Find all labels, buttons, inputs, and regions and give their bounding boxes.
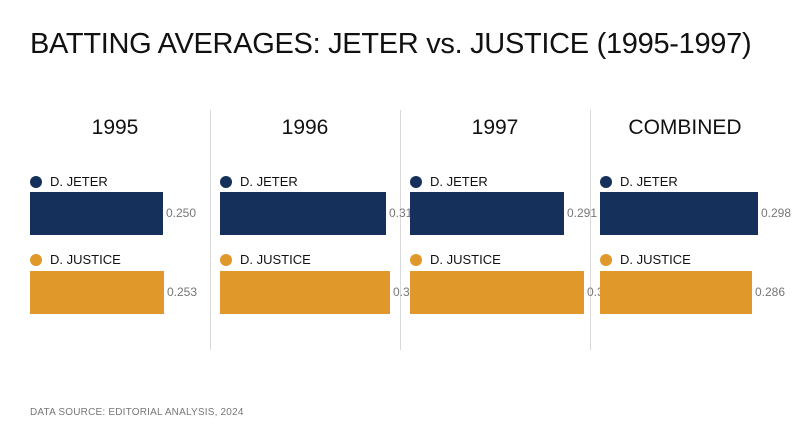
legend-label: D. JETER — [240, 174, 298, 189]
bar — [30, 271, 164, 314]
legend-entry: D. JETER — [30, 174, 108, 189]
legend-label: D. JUSTICE — [50, 252, 121, 267]
legend-dot-icon — [220, 175, 232, 188]
panel-1995: 1995 D. JETER 0.250 D. JUSTICE 0.253 — [30, 110, 220, 350]
legend-dot-icon — [220, 253, 232, 266]
data-label: 0.286 — [755, 285, 786, 299]
panel-title: COMBINED — [628, 116, 742, 139]
legend-label: D. JETER — [50, 174, 108, 189]
legend-entry: D. JUSTICE — [410, 252, 501, 267]
bar — [220, 192, 386, 235]
legend-dot-icon — [600, 253, 612, 266]
data-source-note: DATA SOURCE: EDITORIAL ANALYSIS, 2024 — [30, 407, 244, 418]
panel-1996: 1996 D. JETER 0.314 D. JUSTICE 0.321 — [220, 110, 423, 350]
panel-divider — [590, 110, 591, 350]
bar — [30, 192, 163, 235]
data-label: 0.291 — [567, 206, 598, 220]
legend-label: D. JETER — [430, 174, 488, 189]
legend-dot-icon — [410, 253, 422, 266]
legend-dot-icon — [600, 175, 612, 188]
legend-entry: D. JUSTICE — [30, 252, 121, 267]
legend-label: D. JETER — [620, 174, 678, 189]
chart-title: BATTING AVERAGES: JETER vs. JUSTICE (199… — [30, 28, 752, 60]
panel-title: 1995 — [91, 116, 139, 139]
bar — [600, 192, 758, 235]
bar — [220, 271, 390, 314]
bar — [600, 271, 752, 314]
legend-entry: D. JUSTICE — [220, 252, 311, 267]
panel-divider — [210, 110, 211, 350]
legend-entry: D. JETER — [600, 174, 678, 189]
legend-dot-icon — [410, 175, 422, 188]
panel-title: 1997 — [471, 116, 519, 139]
panel-title: 1996 — [281, 116, 329, 139]
data-label: 0.298 — [761, 206, 792, 220]
legend-label: D. JUSTICE — [620, 252, 691, 267]
bar — [410, 271, 584, 314]
legend-entry: D. JETER — [220, 174, 298, 189]
panel-combined: COMBINED D. JETER 0.298 D. JUSTICE 0.286 — [600, 110, 792, 350]
legend-entry: D. JUSTICE — [600, 252, 691, 267]
panel-divider — [400, 110, 401, 350]
bar — [410, 192, 564, 235]
data-label: 0.250 — [166, 206, 197, 220]
data-label: 0.253 — [167, 285, 198, 299]
legend-dot-icon — [30, 175, 42, 188]
legend-dot-icon — [30, 253, 42, 266]
legend-label: D. JUSTICE — [240, 252, 311, 267]
legend-entry: D. JETER — [410, 174, 488, 189]
legend-label: D. JUSTICE — [430, 252, 501, 267]
